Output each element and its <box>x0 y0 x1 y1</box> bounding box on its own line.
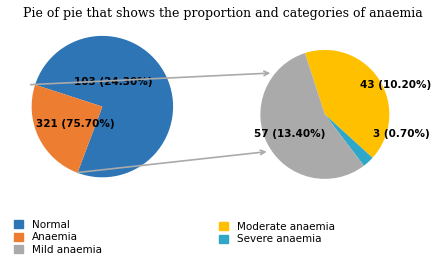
Wedge shape <box>305 50 389 158</box>
Wedge shape <box>260 53 364 179</box>
Wedge shape <box>35 36 173 177</box>
Text: 103 (24.30%): 103 (24.30%) <box>74 77 152 87</box>
Text: 43 (10.20%): 43 (10.20%) <box>360 80 432 90</box>
Wedge shape <box>325 114 372 166</box>
Text: 3 (0.70%): 3 (0.70%) <box>373 129 430 139</box>
Legend: Moderate anaemia, Severe anaemia: Moderate anaemia, Severe anaemia <box>219 222 335 244</box>
Text: 57 (13.40%): 57 (13.40%) <box>254 129 325 139</box>
Legend: Normal, Anaemia, Mild anaemia: Normal, Anaemia, Mild anaemia <box>14 220 102 255</box>
Text: Pie of pie that shows the proportion and categories of anaemia: Pie of pie that shows the proportion and… <box>23 6 422 20</box>
Text: 321 (75.70%): 321 (75.70%) <box>36 119 115 129</box>
Wedge shape <box>32 85 102 173</box>
